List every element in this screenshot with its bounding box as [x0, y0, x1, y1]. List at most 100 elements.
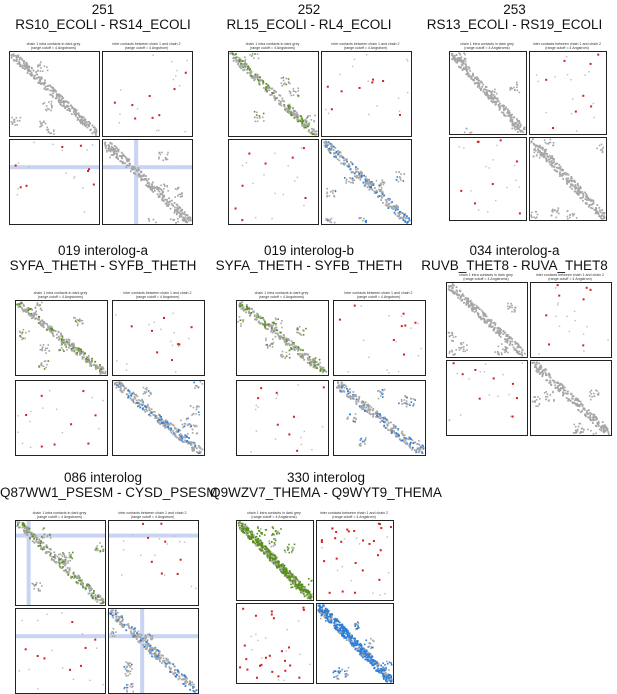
intra-contact	[453, 337, 455, 339]
background-contact	[30, 447, 31, 448]
chain-contact	[320, 369, 322, 371]
chain-contact	[44, 368, 46, 370]
intra-contact	[62, 555, 64, 557]
intra-contact	[308, 124, 310, 126]
intra-contact	[589, 415, 591, 417]
chain1-intra-map	[446, 282, 528, 358]
intra-contact	[89, 587, 91, 589]
background-contact	[119, 122, 120, 123]
intra-contact	[466, 70, 468, 72]
background-contact	[28, 166, 29, 167]
intra-contact	[335, 155, 337, 157]
intra-contact	[182, 427, 184, 429]
intra-contact	[460, 296, 462, 298]
intra-contact	[244, 61, 246, 63]
intra-contact	[192, 432, 194, 434]
intra-contact	[554, 164, 556, 166]
intra-contact	[263, 319, 265, 321]
background-contact	[421, 348, 422, 349]
intra-contact	[507, 336, 509, 338]
intra-contact	[506, 347, 508, 349]
intra-contact	[44, 361, 46, 363]
intra-contact	[407, 438, 409, 440]
intra-contact	[50, 537, 52, 539]
intra-contact	[360, 217, 362, 219]
chain-contact	[329, 143, 331, 145]
intra-contact	[519, 92, 521, 94]
chain-contact	[127, 687, 129, 689]
intra-contact	[411, 398, 413, 400]
intra-contact	[90, 129, 92, 131]
background-contact	[242, 165, 243, 166]
intra-contact	[376, 180, 378, 182]
intra-contact	[285, 78, 287, 80]
intra-contact	[46, 129, 48, 131]
intra-contact	[39, 582, 41, 584]
intra-contact	[13, 55, 15, 57]
intra-contact	[141, 399, 143, 401]
chain-contact	[53, 556, 55, 558]
intra-contact	[387, 198, 389, 200]
inter-contact	[164, 541, 166, 543]
intra-contact	[193, 686, 195, 688]
chain-contact	[186, 436, 188, 438]
chain-contact	[46, 547, 48, 549]
intra-contact	[297, 327, 299, 329]
chain-contact	[28, 308, 30, 310]
inter-contact	[590, 63, 592, 65]
inter-contact	[25, 414, 27, 416]
background-contact	[158, 130, 159, 131]
inter-contact	[85, 647, 87, 649]
chain1-header-sub: (range cutoff = 4 Angstroms)	[9, 46, 98, 50]
intra-contact	[158, 157, 160, 159]
intra-contact	[50, 103, 52, 105]
intra-contact	[533, 149, 535, 151]
intra-contact	[38, 76, 40, 78]
background-contact	[140, 555, 141, 556]
intra-contact	[32, 533, 34, 535]
chain-contact	[156, 655, 158, 657]
inter-contact	[303, 147, 305, 149]
intra-contact	[181, 214, 183, 216]
intra-contact	[147, 186, 149, 188]
intra-contact	[41, 122, 43, 124]
background-contact	[407, 92, 408, 93]
intra-contact	[139, 633, 141, 635]
chain2-intra-map	[321, 139, 412, 225]
intra-contact	[98, 594, 100, 596]
intra-contact	[577, 184, 579, 186]
inter-contact	[114, 102, 116, 104]
intra-contact	[486, 89, 488, 91]
intra-contact	[364, 443, 366, 445]
intra-contact	[118, 616, 120, 618]
intra-contact	[507, 308, 509, 310]
chain-contact	[382, 396, 384, 398]
chain-contact	[297, 329, 299, 331]
background-contact	[251, 451, 252, 452]
intra-contact	[165, 159, 167, 161]
intra-contact	[578, 191, 580, 193]
intra-contact	[467, 72, 469, 74]
intra-contact	[498, 106, 500, 108]
intra-contact	[360, 179, 362, 181]
intra-contact	[331, 147, 333, 149]
intra-contact	[535, 405, 537, 407]
intra-contact	[349, 388, 351, 390]
intra-contact	[474, 83, 476, 85]
intra-contact	[560, 387, 562, 389]
intra-contact	[25, 332, 27, 334]
intra-contact	[516, 82, 518, 84]
background-contact	[49, 390, 50, 391]
intra-contact	[472, 73, 474, 75]
inter-contact-map-transpose	[446, 360, 528, 436]
intra-contact	[140, 171, 142, 173]
intra-contact	[133, 168, 135, 170]
intra-contact	[465, 63, 467, 65]
intra-contact	[346, 180, 348, 182]
intra-contact	[22, 65, 24, 67]
chain-contact	[376, 192, 378, 194]
intra-contact	[589, 199, 591, 201]
intra-contact	[454, 57, 456, 59]
intra-contact	[155, 222, 157, 224]
background-contact	[123, 540, 124, 541]
